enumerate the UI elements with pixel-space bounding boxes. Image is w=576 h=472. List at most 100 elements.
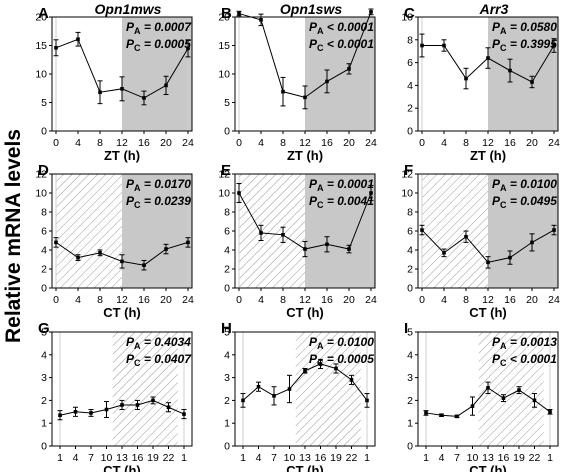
x-tick-label: 0 <box>236 294 242 306</box>
stat-pa: PA = 0.0580 <box>492 20 557 36</box>
x-tick-label: 7 <box>454 452 460 464</box>
data-point <box>325 79 329 84</box>
data-point <box>303 368 307 373</box>
data-point <box>287 387 292 391</box>
x-tick-label: 20 <box>160 294 172 306</box>
data-point <box>552 228 556 232</box>
data-point <box>76 37 80 42</box>
x-tick-label: 24 <box>548 294 560 306</box>
data-point <box>442 43 446 48</box>
y-tick-label: 8 <box>41 207 47 219</box>
data-point <box>424 411 428 415</box>
data-point <box>365 398 369 403</box>
data-point <box>182 412 186 416</box>
x-tick-label: 0 <box>53 137 59 149</box>
x-axis-title: ZT (h) <box>287 148 323 163</box>
panel-letter: G <box>38 320 50 337</box>
y-tick-label: 2 <box>41 264 47 276</box>
y-tick-label: 6 <box>41 226 47 238</box>
data-point <box>54 45 58 50</box>
y-tick-label: 10 <box>401 12 413 24</box>
panel-a: 0 5 10 15 20 0 4 8 12 16 20 24 ZT (h) A Opn1mws PA = 0.… <box>35 1 194 163</box>
data-point <box>58 413 62 418</box>
y-tick-label: 12 <box>401 169 413 181</box>
gene-title: Opn1mws <box>95 1 162 17</box>
y-tick-label: 5 <box>41 97 47 109</box>
x-axis-title: CT (h) <box>469 463 507 472</box>
x-tick-label: 16 <box>504 294 516 306</box>
x-tick-label: 16 <box>132 452 144 464</box>
y-tick-label: 15 <box>35 40 47 52</box>
x-tick-label: 4 <box>441 294 447 306</box>
stat-pa: PA = 0.0170 <box>126 177 191 193</box>
stat-pa: PA < 0.0001 <box>309 20 374 36</box>
x-tick-label: 8 <box>97 294 103 306</box>
data-point <box>98 90 102 95</box>
data-point <box>104 407 109 412</box>
x-tick-label: 7 <box>271 452 277 464</box>
y-tick-label: 2 <box>407 395 413 407</box>
x-tick-label: 4 <box>75 137 81 149</box>
data-point <box>142 263 146 267</box>
y-tick-label: 0 <box>407 283 413 295</box>
x-axis-title: ZT (h) <box>104 148 140 163</box>
x-tick-label: 0 <box>236 137 242 149</box>
x-tick-label: 1 <box>240 452 246 464</box>
x-tick-label: 20 <box>343 137 355 149</box>
data-point <box>486 56 490 60</box>
data-point <box>420 43 424 48</box>
y-tick-label: 0 <box>224 441 230 453</box>
y-tick-label: 10 <box>35 69 47 81</box>
x-tick-label: 4 <box>75 294 81 306</box>
data-point <box>552 43 556 48</box>
y-tick-label: 2 <box>224 264 230 276</box>
y-tick-label: 6 <box>224 226 230 238</box>
x-tick-label: 16 <box>498 452 510 464</box>
data-point <box>166 405 171 410</box>
data-point <box>486 260 490 265</box>
x-tick-label: 8 <box>280 137 286 149</box>
y-tick-label: 0 <box>41 126 47 138</box>
y-tick-label: 20 <box>218 12 230 24</box>
stat-pa: PA = 0.0100 <box>309 335 374 351</box>
data-point <box>347 67 351 71</box>
y-tick-label: 12 <box>35 169 47 181</box>
y-tick-label: 5 <box>224 97 230 109</box>
data-point <box>241 398 245 403</box>
x-tick-label: 13 <box>482 452 494 464</box>
x-tick-label: 8 <box>97 137 103 149</box>
y-tick-label: 6 <box>407 226 413 238</box>
x-tick-label: 0 <box>419 294 425 306</box>
x-tick-label: 12 <box>482 137 494 149</box>
panel-letter: A <box>38 5 49 22</box>
data-point <box>76 255 80 260</box>
x-axis-title: ZT (h) <box>470 148 506 163</box>
night-shade <box>122 17 192 131</box>
stat-pc: PC < 0.0001 <box>492 352 557 368</box>
x-tick-label: 10 <box>467 452 479 464</box>
y-tick-label: 4 <box>41 245 47 257</box>
data-point <box>347 247 351 251</box>
y-tick-label: 4 <box>407 80 413 92</box>
y-tick-label: 4 <box>407 349 413 361</box>
stat-pc: PC = 0.0005 <box>126 37 191 53</box>
x-tick-label: 7 <box>88 452 94 464</box>
x-tick-label: 4 <box>73 452 79 464</box>
data-point <box>120 403 124 407</box>
y-tick-label: 15 <box>218 40 230 52</box>
y-tick-label: 6 <box>407 57 413 69</box>
x-tick-label: 4 <box>439 452 445 464</box>
y-tick-label: 0 <box>41 283 47 295</box>
data-point <box>349 378 354 382</box>
stat-pc: PC = 0.3995 <box>492 37 557 53</box>
y-tick-label: 3 <box>41 372 47 384</box>
x-tick-label: 13 <box>116 452 128 464</box>
x-tick-label: 13 <box>299 452 311 464</box>
y-tick-label: 12 <box>218 169 230 181</box>
data-point <box>186 240 190 245</box>
x-tick-label: 22 <box>529 452 541 464</box>
